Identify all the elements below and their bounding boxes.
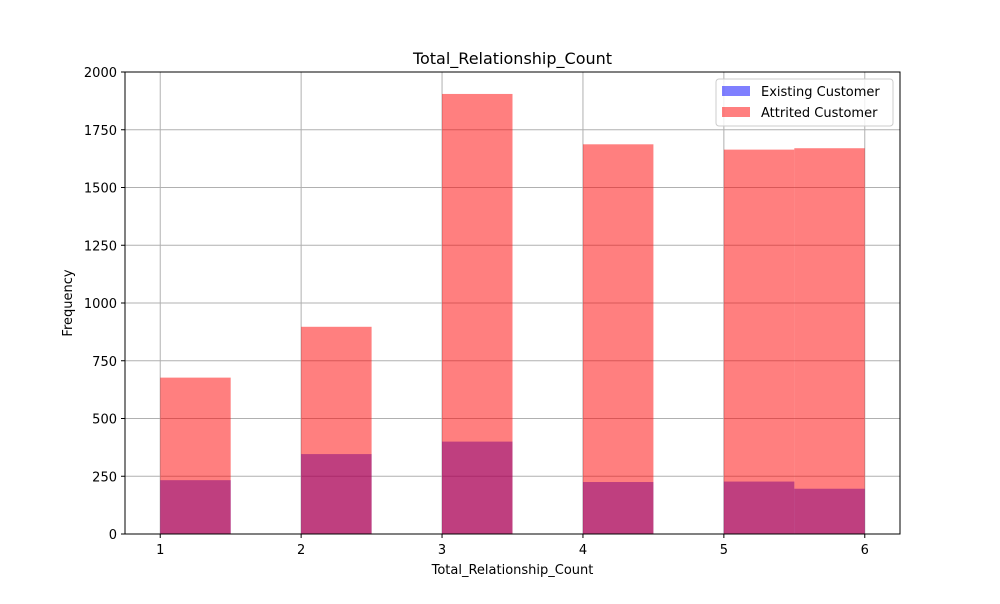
- legend-label: Attrited Customer: [761, 106, 878, 121]
- legend-label: Existing Customer: [761, 85, 880, 100]
- x-tick-label: 6: [861, 543, 869, 558]
- chart-title: Total_Relationship_Count: [412, 49, 612, 69]
- y-axis-label: Frequency: [61, 269, 76, 336]
- y-tick-label: 1500: [84, 182, 117, 197]
- y-tick-label: 2000: [84, 66, 117, 81]
- x-tick-label: 4: [579, 543, 587, 558]
- x-tick-label: 2: [297, 543, 305, 558]
- y-tick-label: 500: [92, 413, 117, 428]
- y-tick-label: 1000: [84, 297, 117, 312]
- bar-attrited: [582, 144, 654, 535]
- bar-attrited: [160, 377, 231, 534]
- bar-attrited: [794, 148, 865, 535]
- legend-swatch: [722, 107, 750, 117]
- y-tick-label: 1250: [84, 239, 117, 254]
- x-axis-label: Total_Relationship_Count: [431, 563, 594, 578]
- bars: [160, 93, 865, 535]
- y-tick-label: 250: [92, 470, 117, 485]
- x-tick-label: 1: [156, 543, 164, 558]
- y-tick-label: 1750: [84, 124, 117, 139]
- y-tick-label: 0: [109, 528, 117, 543]
- legend-box: [715, 78, 894, 127]
- x-tick-label: 3: [438, 543, 446, 558]
- ticks: 1 2 3 4 5 6 0 250 500 750 1000 1250 1500 1750 2000: [84, 66, 869, 558]
- legend-swatch: [722, 86, 750, 96]
- y-tick-label: 750: [92, 355, 117, 370]
- bar-attrited: [301, 326, 372, 534]
- x-tick-label: 5: [720, 543, 728, 558]
- legend: Existing Customer Attrited Customer: [715, 78, 894, 127]
- bar-attrited: [442, 93, 513, 534]
- bar-attrited: [723, 149, 795, 534]
